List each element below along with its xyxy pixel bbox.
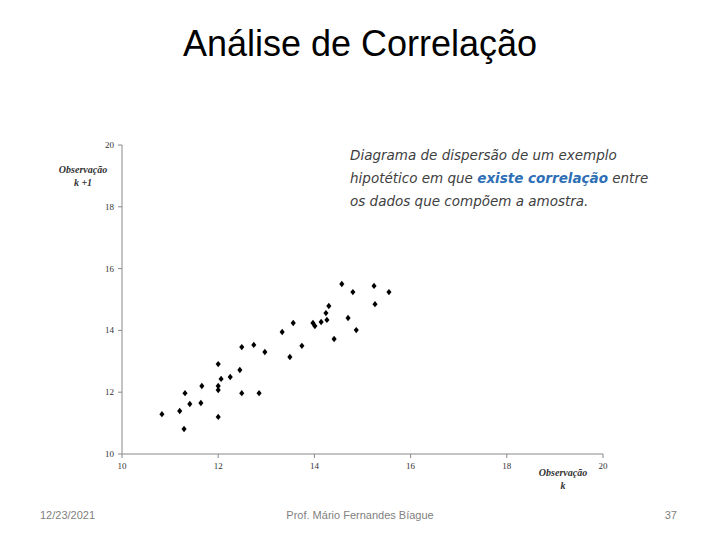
point: [332, 336, 337, 342]
y-tick-label: 18: [105, 202, 115, 212]
point: [386, 289, 391, 295]
point: [257, 390, 262, 396]
x-axis-label: Observação k: [539, 467, 587, 491]
point: [216, 414, 221, 420]
x-axis-label-line: k: [561, 480, 566, 491]
x-tick: [603, 454, 604, 458]
point: [216, 387, 221, 393]
point: [182, 390, 187, 396]
y-tick: [118, 206, 122, 207]
slide-canvas: Análise de Correlação1012141618201012141…: [0, 0, 720, 540]
y-tick-label: 14: [105, 325, 115, 335]
point: [354, 327, 359, 333]
point: [198, 400, 203, 406]
y-tick: [118, 454, 122, 455]
y-axis-label-line: k +1: [74, 177, 92, 188]
footer-author: Prof. Mário Fernandes Bíague: [286, 509, 433, 521]
x-tick-label: 18: [502, 461, 512, 471]
y-tick: [118, 145, 122, 146]
point: [323, 310, 328, 316]
point: [319, 319, 324, 325]
footer-page: 37: [665, 509, 677, 521]
x-tick: [314, 454, 315, 458]
y-tick-label: 16: [105, 264, 115, 274]
x-tick: [218, 454, 219, 458]
y-tick-label: 10: [105, 449, 115, 459]
y-tick-label: 12: [105, 387, 114, 397]
point: [312, 323, 317, 329]
point: [291, 320, 296, 326]
x-tick-label: 16: [406, 461, 416, 471]
y-axis-label-line: Observação: [59, 164, 107, 175]
x-tick: [410, 454, 411, 458]
point: [262, 349, 267, 355]
x-tick-label: 10: [118, 461, 128, 471]
point: [239, 390, 244, 396]
point: [177, 408, 182, 414]
point: [251, 342, 256, 348]
point: [280, 329, 285, 335]
title: Análise de Correlação: [183, 23, 537, 64]
point: [371, 283, 376, 289]
x-tick-label: 14: [310, 461, 320, 471]
y-axis-label: Observação k +1: [59, 164, 107, 188]
slide: Análise de Correlação1012141618201012141…: [0, 0, 720, 540]
y-tick-label: 20: [105, 140, 115, 150]
point: [159, 411, 164, 417]
x-tick: [506, 454, 507, 458]
point: [350, 289, 355, 295]
point: [299, 343, 304, 349]
point: [372, 301, 377, 307]
annotation-part: existe correlação: [477, 170, 608, 186]
y-axis-line: [122, 145, 123, 454]
y-tick: [118, 268, 122, 269]
point: [339, 281, 344, 287]
x-tick-label: 20: [599, 461, 609, 471]
axes: 10 12 14 16 18 20 10 12 14 16 18 20: [105, 140, 608, 471]
y-tick: [118, 330, 122, 331]
y-tick: [118, 392, 122, 393]
x-axis-label-line: Observação: [539, 467, 587, 478]
point: [181, 426, 186, 432]
points: [159, 281, 391, 432]
point: [326, 303, 331, 309]
annotation: Diagrama de dispersão de um exemplo hipo…: [350, 144, 665, 213]
point: [228, 374, 233, 380]
point: [216, 361, 221, 367]
point: [346, 315, 351, 321]
point: [239, 344, 244, 350]
point: [324, 317, 329, 323]
x-axis-line: [122, 454, 603, 455]
point: [199, 383, 204, 389]
point: [187, 401, 192, 407]
x-tick: [122, 454, 123, 458]
footer-date: 12/23/2021: [40, 509, 95, 521]
x-tick-label: 12: [214, 461, 223, 471]
point: [287, 354, 292, 360]
point: [219, 376, 224, 382]
point: [237, 367, 242, 373]
